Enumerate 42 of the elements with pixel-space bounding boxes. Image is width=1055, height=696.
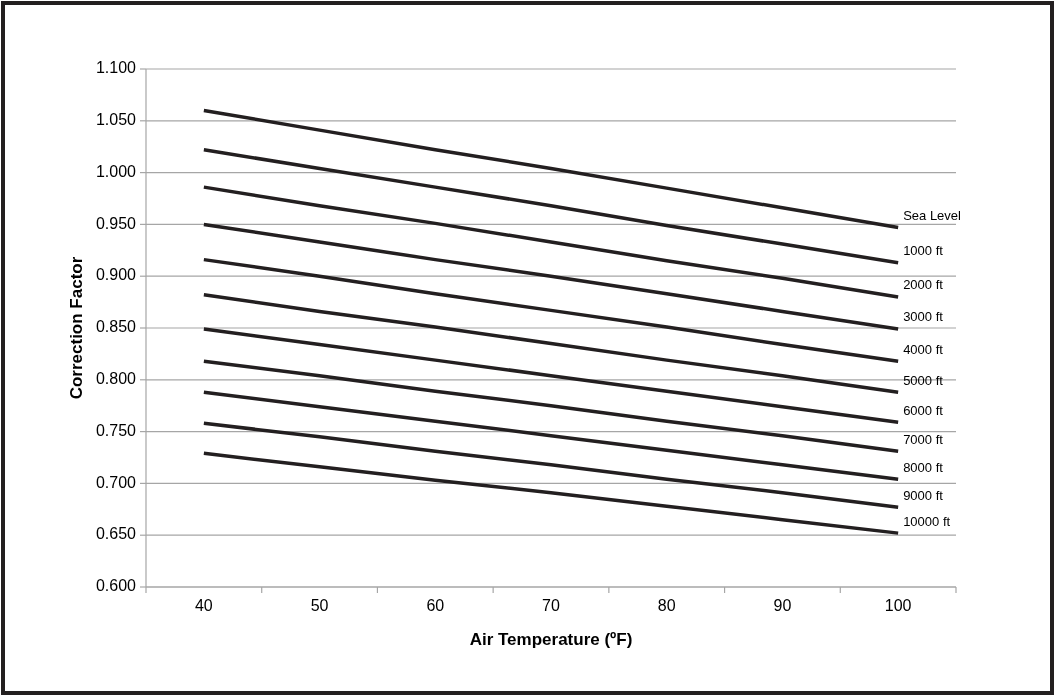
y-tick-label: 1.000 [95,162,137,180]
line-series [202,359,900,454]
series-label: 4000 ft [903,341,944,357]
y-tick-label: 0.750 [95,421,137,439]
series-label: 3000 ft [903,309,944,325]
line-series [202,108,900,230]
y-tick-label: 0.650 [95,525,137,543]
line-series [202,327,900,425]
series-label: Sea Level [903,207,962,223]
series-label: 5000 ft [903,372,944,388]
y-tick-label: 0.700 [95,473,137,491]
series-label: 1000 ft [903,243,944,259]
line-series [202,293,900,394]
series-label: 9000 ft [903,487,944,503]
x-tick-label: 80 [657,597,676,614]
series-label: 6000 ft [903,402,944,418]
x-tick-label: 60 [426,597,445,614]
y-axis-title: Correction Factor [67,256,86,400]
line-series [202,421,900,509]
series-label: 10000 ft [903,513,951,529]
series-label: 2000 ft [903,277,944,293]
y-tick-label: 0.600 [95,577,137,595]
series-label: 8000 ft [903,459,944,475]
x-tick-label: 70 [542,597,560,614]
x-axis-title: Air Temperature (ºF) [469,630,633,649]
x-tick-label: 40 [194,597,213,614]
x-tick-label: 100 [884,597,912,614]
y-tick-label: 0.800 [95,370,137,388]
line-series [202,148,900,265]
y-tick-label: 0.900 [95,266,137,284]
x-tick-label: 50 [310,597,329,614]
line-series [202,222,900,331]
line-series [202,451,900,535]
line-series [202,390,900,482]
y-tick-label: 0.950 [95,214,137,232]
y-tick-label: 1.100 [95,59,137,77]
x-tick-label: 90 [773,597,792,614]
y-tick-label: 0.850 [95,318,137,336]
line-series [202,185,900,299]
series-label: 7000 ft [903,431,944,447]
y-tick-label: 1.050 [95,111,137,129]
line-series [202,257,900,363]
